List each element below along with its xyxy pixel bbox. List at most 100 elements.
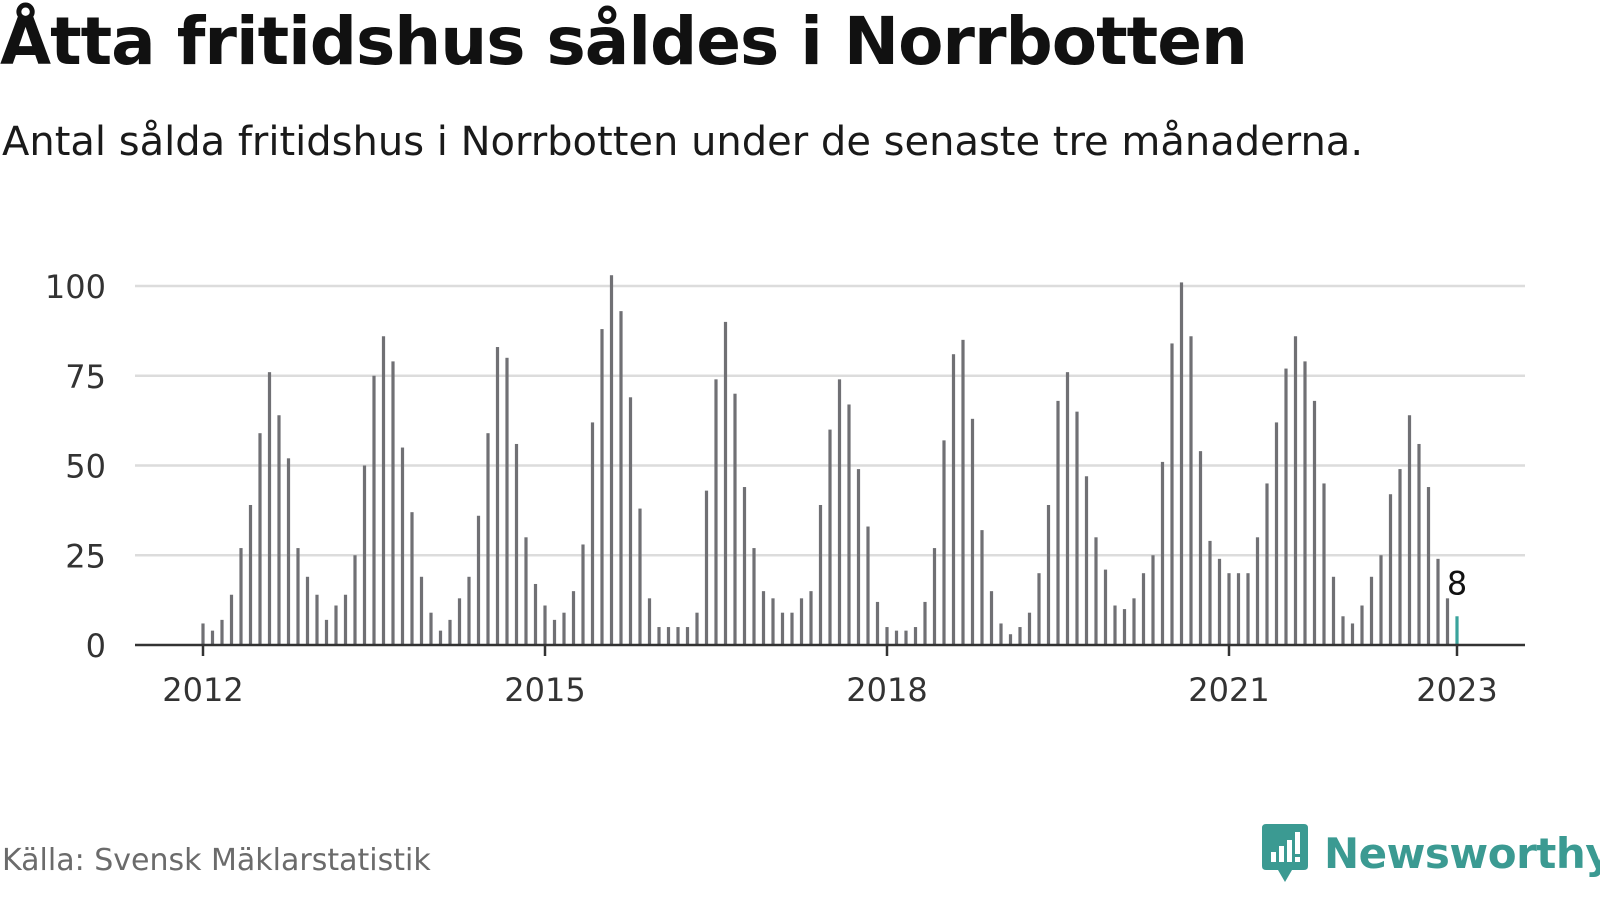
chart-title: Åtta fritidshus såldes i Norrbotten [0,3,1248,80]
bar [305,576,310,645]
bar [296,548,300,645]
axes: 0 25 50 75 100 2012 2015 2018 2021 2023 8 [45,268,1525,709]
bar [1341,616,1345,645]
bar [343,594,348,645]
bar [904,630,908,645]
bar [1094,537,1098,645]
bar [400,447,405,645]
bar [286,458,291,645]
bar [676,627,680,645]
bar [1331,576,1336,645]
y-tick-label: 0 [86,627,106,665]
bar [239,548,243,645]
bar [818,504,823,645]
bar [258,433,262,645]
bar [733,393,737,645]
bar [1227,573,1231,645]
bar [229,594,234,645]
bar [1179,282,1184,645]
bar [1189,336,1193,645]
bar [695,612,699,645]
bar [1037,573,1041,645]
bar [685,627,690,645]
bar [989,591,994,645]
bar [571,591,576,645]
bar [761,591,766,645]
bar [324,619,329,645]
bar [1075,411,1079,645]
bar [1132,598,1136,645]
newsworthy-logo-icon [1262,824,1308,882]
bar [1265,483,1269,645]
bar [609,275,614,645]
bar [913,627,918,645]
bar [429,612,433,645]
bar [467,576,471,645]
bar [1293,336,1298,645]
bar [1103,569,1108,645]
bar [714,379,718,645]
bar [1255,537,1260,645]
bar [657,627,661,645]
bar [1217,558,1222,645]
bar [866,526,870,645]
bar [438,630,443,645]
bar [875,601,880,645]
bar [1198,451,1203,645]
bar [524,537,528,645]
bar [628,397,633,645]
bar [1008,634,1013,645]
bar [552,619,557,645]
bar [277,415,281,645]
bar [1322,483,1326,645]
bar [1018,627,1022,645]
bar [381,336,386,645]
bar [514,443,519,645]
bar [1170,343,1174,645]
bar [543,605,547,645]
chart-subtitle: Antal sålda fritidshus i Norrbotten unde… [2,119,1364,165]
bar [1122,609,1127,645]
bar [1208,540,1212,645]
bar [1056,400,1060,645]
x-tick-label: 2015 [504,671,585,709]
bar [809,591,813,645]
bar [1360,605,1364,645]
bar [391,361,395,645]
bar [1426,487,1431,645]
bar [1160,461,1165,645]
bar [353,555,357,645]
bar [704,490,709,645]
bar [419,576,424,645]
brand-logo[interactable]: Newsworthy [1260,822,1600,884]
bar [951,354,956,645]
bar [799,598,804,645]
bar [742,487,747,645]
bar [1379,555,1383,645]
bar [894,630,899,645]
bar [647,598,652,645]
bar [638,508,642,645]
bar [486,433,490,645]
bar [942,440,946,645]
bar [1027,612,1032,645]
bar [248,504,253,645]
bar [495,347,500,645]
x-tick-label: 2012 [162,671,243,709]
bar [1407,415,1412,645]
bar [410,512,414,645]
bars [201,275,1459,645]
bar [856,469,861,645]
bar [1388,494,1393,645]
bar [457,598,462,645]
bar [1084,476,1089,645]
y-tick-label: 50 [65,448,106,486]
bar [315,594,319,645]
bar [780,612,785,645]
bar [1312,400,1317,645]
bar [970,418,975,645]
brand-name: Newsworthy [1324,828,1600,878]
bar [1046,504,1051,645]
bar [923,601,927,645]
